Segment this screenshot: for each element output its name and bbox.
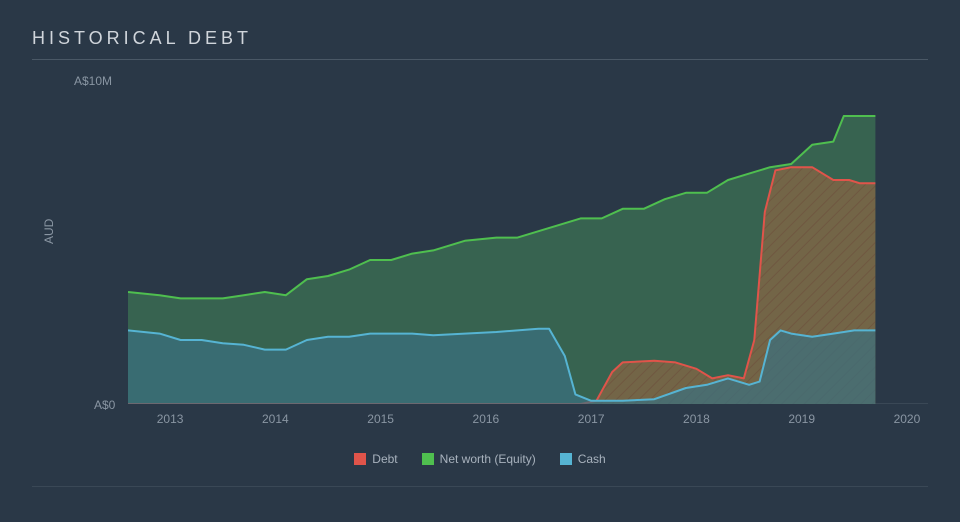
- xtick-label: 2015: [367, 412, 394, 426]
- legend-label: Debt: [372, 452, 397, 466]
- xtick-label: 2020: [894, 412, 921, 426]
- footer-rule: [32, 486, 928, 487]
- legend-swatch: [560, 453, 572, 465]
- legend-label: Cash: [578, 452, 606, 466]
- xtick-label: 2016: [473, 412, 500, 426]
- title-rule: [32, 59, 928, 60]
- x-axis-labels: 2013 2014 2015 2016 2017 2018 2019 2020: [128, 412, 928, 432]
- chart-title: HISTORICAL DEBT: [32, 28, 928, 49]
- legend: Debt Net worth (Equity) Cash: [32, 452, 928, 470]
- xtick-label: 2017: [578, 412, 605, 426]
- legend-item-debt: Debt: [354, 452, 397, 466]
- xtick-label: 2018: [683, 412, 710, 426]
- y-axis-label: AUD: [42, 219, 56, 244]
- chart-area: A$10M AUD A$0 20132014201520162017201820…: [32, 74, 928, 474]
- xtick-label: 2014: [262, 412, 289, 426]
- xtick-label: 2019: [788, 412, 815, 426]
- legend-item-equity: Net worth (Equity): [422, 452, 536, 466]
- plot-region: [128, 84, 928, 404]
- legend-swatch: [422, 453, 434, 465]
- chart-container: HISTORICAL DEBT A$10M AUD A$0 2013201420…: [0, 0, 960, 522]
- plot-svg: [128, 84, 928, 404]
- legend-swatch: [354, 453, 366, 465]
- ytick-bottom: A$0: [94, 398, 115, 412]
- legend-label: Net worth (Equity): [440, 452, 536, 466]
- ytick-top: A$10M: [74, 74, 112, 88]
- legend-item-cash: Cash: [560, 452, 606, 466]
- xtick-label: 2013: [157, 412, 184, 426]
